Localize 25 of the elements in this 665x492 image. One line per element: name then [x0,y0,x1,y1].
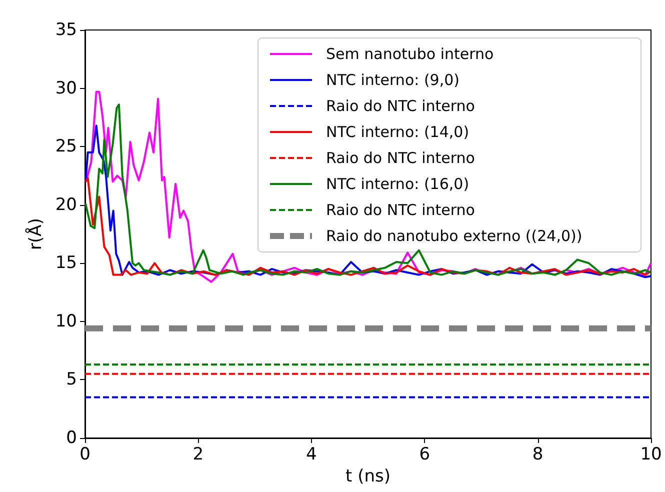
legend-label: NTC interno: (9,0) [326,71,460,89]
legend-label: NTC interno: (16,0) [326,175,470,193]
legend-label: Raio do NTC interno [326,149,475,167]
y-tick-label: 30 [55,78,77,98]
y-tick-label: 15 [55,253,77,274]
y-tick-label: 35 [55,20,77,40]
legend-label: NTC interno: (14,0) [326,123,470,141]
y-tick-label: 10 [55,311,77,332]
legend-label: Raio do NTC interno [326,97,475,115]
x-tick-label: 0 [80,444,90,464]
y-tick-label: 25 [55,136,77,157]
y-tick-label: 5 [66,370,77,390]
y-axis-title: r(Å) [24,218,46,250]
y-tick-label: 0 [66,428,77,448]
x-tick-label: 10 [640,444,662,464]
legend-label: Sem nanotubo interno [326,45,494,63]
x-tick-label: 8 [532,444,544,464]
x-tick-label: 2 [192,444,204,464]
legend-label: Raio do NTC interno [326,201,475,219]
x-tick-label: 4 [306,444,317,464]
x-tick-label: 6 [419,444,430,464]
legend-label: Raio do nanotubo externo ((24,0)) [326,227,582,245]
x-axis-title: t (ns) [346,466,390,486]
y-tick-label: 20 [55,194,77,215]
line-series [84,177,652,276]
